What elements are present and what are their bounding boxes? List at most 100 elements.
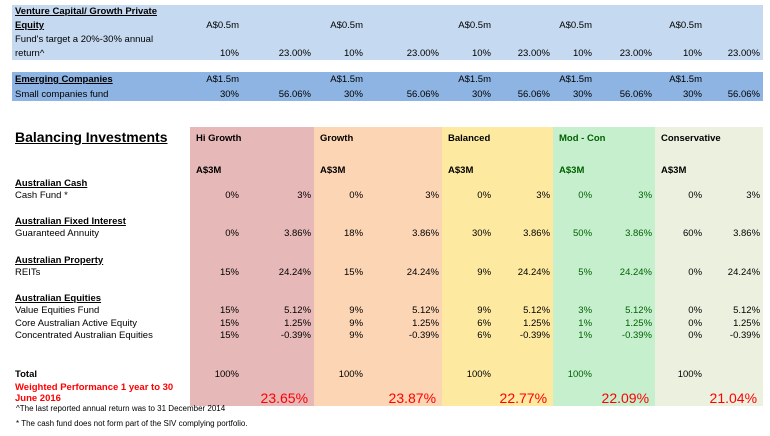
empty-cell bbox=[12, 202, 190, 216]
empty-cell bbox=[442, 5, 494, 18]
empty-cell bbox=[314, 177, 367, 189]
section-heading: Australian Equities bbox=[15, 293, 102, 304]
return: 23.00% bbox=[705, 46, 763, 60]
return: 3% bbox=[595, 189, 656, 202]
return: 3% bbox=[366, 189, 443, 202]
empty-cell bbox=[190, 254, 242, 266]
allocation: 15% bbox=[190, 317, 242, 330]
table-row: Weighted Performance 1 year to 30 June 20… bbox=[12, 380, 764, 406]
total-allocation: 100% bbox=[553, 368, 596, 380]
emerging-desc: Small companies fund bbox=[12, 87, 190, 101]
portfolio-amount: A$3M bbox=[442, 163, 554, 177]
allocation: 0% bbox=[655, 304, 706, 317]
empty-cell bbox=[494, 342, 554, 368]
empty-cell bbox=[595, 150, 656, 163]
empty-cell bbox=[442, 215, 495, 228]
allocation: 0% bbox=[655, 266, 706, 279]
empty-cell bbox=[655, 5, 705, 18]
allocation: 15% bbox=[190, 304, 242, 317]
return: 24.24% bbox=[494, 266, 554, 279]
amount: A$1.5m bbox=[553, 72, 595, 87]
asset-label: Concentrated Australian Equities bbox=[15, 330, 153, 342]
empty-cell bbox=[442, 150, 495, 163]
empty-cell bbox=[595, 240, 656, 254]
spacer-row bbox=[12, 60, 763, 72]
empty-cell bbox=[242, 18, 314, 32]
empty-cell bbox=[442, 201, 495, 216]
empty-cell bbox=[366, 32, 442, 46]
return: 3.86% bbox=[595, 227, 656, 240]
empty-cell bbox=[494, 215, 554, 228]
table-row: A$3M A$3M A$3M A$3M A$3M bbox=[12, 163, 764, 177]
empty-cell bbox=[553, 150, 596, 163]
empty-cell bbox=[242, 292, 315, 305]
allocation: 9% bbox=[442, 304, 495, 317]
empty-cell bbox=[553, 278, 596, 293]
table-row: REITs 15% 24.24% 15% 24.24% 9% 24.24% 5% 24.24% 0… bbox=[12, 266, 764, 279]
empty-cell bbox=[705, 72, 763, 87]
return: 24.24% bbox=[705, 266, 764, 279]
return: 23.00% bbox=[242, 46, 314, 60]
table-row: Australian Equities bbox=[12, 292, 764, 305]
return: 5.12% bbox=[595, 304, 656, 317]
empty-cell bbox=[242, 201, 315, 216]
return: 1.25% bbox=[595, 317, 656, 330]
amount: A$0.5m bbox=[442, 18, 494, 32]
table-row: Australian Cash bbox=[12, 177, 764, 189]
empty-cell bbox=[553, 215, 596, 228]
empty-cell bbox=[442, 240, 495, 254]
empty-cell bbox=[314, 278, 367, 293]
empty-cell bbox=[314, 240, 367, 254]
empty-cell bbox=[494, 177, 554, 189]
allocation: 30% bbox=[442, 227, 495, 240]
table-row: Equity A$0.5m A$0.5m A$0.5m A$0.5m A$0.5m bbox=[12, 18, 763, 32]
empty-cell bbox=[12, 279, 190, 293]
empty-cell bbox=[12, 150, 190, 163]
return: -0.39% bbox=[494, 329, 554, 342]
empty-cell bbox=[494, 240, 554, 254]
allocation: 0% bbox=[655, 189, 706, 202]
total-allocation: 100% bbox=[190, 368, 242, 380]
table-row bbox=[12, 201, 764, 216]
empty-cell bbox=[366, 278, 443, 293]
empty-cell bbox=[366, 368, 443, 380]
empty-cell bbox=[12, 342, 190, 368]
empty-cell bbox=[242, 215, 315, 228]
return: 24.24% bbox=[366, 266, 443, 279]
asset-label: Value Equities Fund bbox=[15, 305, 100, 317]
empty-cell bbox=[366, 292, 443, 305]
table-row: Small companies fund 30% 56.06% 30% 56.06% 30… bbox=[12, 87, 763, 101]
empty-cell bbox=[705, 215, 764, 228]
weighted-performance-value: 23.87% bbox=[314, 380, 443, 406]
return: 5.12% bbox=[242, 304, 315, 317]
weighted-performance-value: 21.04% bbox=[655, 380, 764, 406]
empty-cell bbox=[242, 368, 315, 380]
emerging-title: Emerging Companies bbox=[12, 72, 190, 87]
allocation: 30% bbox=[190, 87, 242, 101]
empty-cell bbox=[190, 150, 242, 163]
allocation: 30% bbox=[553, 87, 595, 101]
footnote-return-date: ^The last reported annual return was to … bbox=[16, 404, 226, 413]
table-row: Core Australian Active Equity 15% 1.25% 9% 1… bbox=[12, 317, 764, 330]
allocation: 6% bbox=[442, 317, 495, 330]
empty-cell bbox=[190, 177, 242, 189]
empty-cell bbox=[553, 177, 596, 189]
empty-cell bbox=[366, 342, 443, 368]
allocation: 10% bbox=[190, 46, 242, 60]
return: 5.12% bbox=[705, 304, 764, 317]
empty-cell bbox=[595, 342, 656, 368]
empty-cell bbox=[705, 150, 764, 163]
allocation: 9% bbox=[442, 266, 495, 279]
portfolio-header: Conservative bbox=[655, 127, 764, 150]
allocation: 10% bbox=[314, 46, 366, 60]
empty-cell bbox=[595, 32, 655, 46]
return: 24.24% bbox=[595, 266, 656, 279]
empty-cell bbox=[494, 368, 554, 380]
return: 3% bbox=[705, 189, 764, 202]
weighted-label-line2: June 2016 bbox=[15, 393, 61, 404]
total-allocation: 100% bbox=[655, 368, 706, 380]
empty-cell bbox=[190, 201, 242, 216]
table-row: Fund's target a 20%-30% annual bbox=[12, 32, 763, 46]
empty-cell bbox=[190, 342, 242, 368]
portfolio-header: Growth bbox=[314, 127, 443, 150]
